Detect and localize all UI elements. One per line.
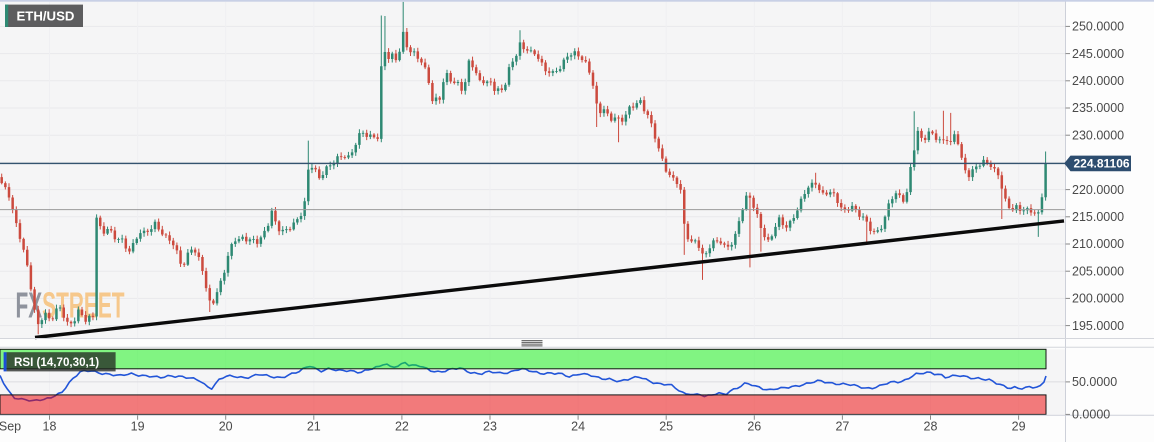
svg-text:195.0000: 195.0000 <box>1072 319 1124 333</box>
svg-text:205.0000: 205.0000 <box>1072 264 1124 278</box>
svg-text:ETH/USD: ETH/USD <box>17 9 75 24</box>
svg-text:235.0000: 235.0000 <box>1072 101 1124 115</box>
svg-text:224.81106: 224.81106 <box>1074 157 1130 171</box>
svg-text:0.0000: 0.0000 <box>1072 408 1110 422</box>
svg-text:29: 29 <box>1012 420 1026 434</box>
svg-text:27: 27 <box>835 420 849 434</box>
svg-text:21: 21 <box>307 420 321 434</box>
svg-text:245.0000: 245.0000 <box>1072 47 1124 61</box>
svg-text:24: 24 <box>571 420 585 434</box>
svg-text:FXSTREET: FXSTREET <box>16 286 125 327</box>
svg-text:RSI (14,70,30,1): RSI (14,70,30,1) <box>14 356 99 369</box>
svg-text:210.0000: 210.0000 <box>1072 237 1124 251</box>
svg-text:28: 28 <box>924 420 938 434</box>
svg-text:18: 18 <box>43 420 57 434</box>
svg-text:215.0000: 215.0000 <box>1072 210 1124 224</box>
svg-text:50.0000: 50.0000 <box>1072 375 1117 389</box>
svg-text:25: 25 <box>659 420 673 434</box>
svg-text:23: 23 <box>483 420 497 434</box>
svg-text:200.0000: 200.0000 <box>1072 292 1124 306</box>
svg-text:240.0000: 240.0000 <box>1072 74 1124 88</box>
svg-text:250.0000: 250.0000 <box>1072 20 1124 34</box>
svg-text:220.0000: 220.0000 <box>1072 183 1124 197</box>
svg-text:26: 26 <box>747 420 761 434</box>
svg-text:22: 22 <box>395 420 409 434</box>
svg-text:Sep: Sep <box>0 420 21 434</box>
svg-text:230.0000: 230.0000 <box>1072 128 1124 142</box>
svg-text:19: 19 <box>131 420 145 434</box>
svg-text:20: 20 <box>219 420 233 434</box>
